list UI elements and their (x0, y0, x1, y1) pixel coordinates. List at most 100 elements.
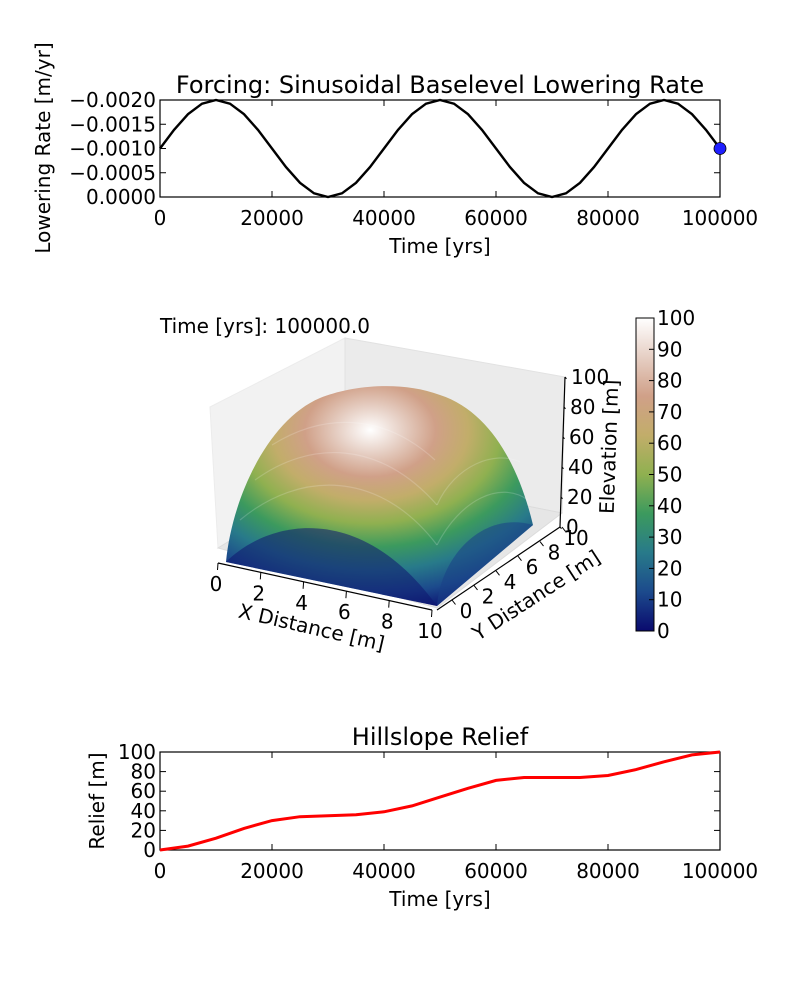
axis-tick-mark (561, 466, 564, 470)
axis-tick-mark (431, 609, 433, 618)
colorbar-tick-label: 20 (657, 556, 682, 580)
time-annotation: Time [yrs]: 100000.0 (159, 314, 370, 338)
colorbar-tick-label: 90 (657, 337, 682, 361)
axis-tick-label: 2 (252, 581, 265, 605)
axis-tick-label: 8 (548, 541, 561, 565)
axis-tick-label: 0 (210, 572, 223, 596)
x-tick-label: 80000 (576, 206, 640, 230)
y-tick-label: 60 (131, 779, 156, 803)
y-tick-label: −0.0010 (69, 137, 156, 161)
y-tick-label: −0.0020 (69, 88, 156, 112)
axis-tick-mark (217, 562, 219, 571)
forcing-title: Forcing: Sinusoidal Baselevel Lowering R… (176, 71, 704, 99)
forcing-line (159, 98, 721, 199)
axis-tick-label: 4 (504, 570, 517, 594)
axis-tick-mark (345, 591, 347, 599)
surface-contour-bands (239, 421, 529, 546)
y-tick-label: 20 (131, 818, 156, 842)
y-tick-label: 0.0000 (86, 185, 156, 209)
y-tick-label: 100 (118, 740, 156, 764)
colorbar-ticks: 0 10 20 30 40 50 60 70 80 90 100 (649, 306, 695, 643)
axis-tick-mark (451, 599, 456, 605)
x-tick-label: 40000 (352, 206, 416, 230)
z-axis-label: Elevation [m] (595, 379, 624, 514)
x-tick-label: 0 (154, 859, 167, 883)
colorbar-tick-label: 40 (657, 494, 682, 518)
y-axis-line (436, 526, 561, 611)
axis-tick-label: 4 (295, 591, 308, 615)
surface-front-left-face (226, 528, 437, 606)
y-tick-label: 40 (131, 799, 156, 823)
x-tick-label: 80000 (576, 859, 640, 883)
axis-tick-label: 8 (381, 610, 394, 634)
axis-tick-label: 0 (566, 515, 579, 539)
colorbar-tick-label: 80 (657, 369, 682, 393)
axis-tick-label: 6 (526, 555, 539, 579)
relief-x-ticks: 0 20000 40000 60000 80000 100000 (154, 752, 758, 883)
axis-tick-label: 60 (569, 425, 594, 449)
relief-plot-frame (159, 751, 721, 851)
forcing-panel: Forcing: Sinusoidal Baselevel Lowering R… (31, 42, 758, 258)
axis-tick-mark (495, 570, 500, 576)
axis-tick-label: 6 (338, 600, 351, 624)
forcing-x-ticks: 0 20000 40000 60000 80000 100000 (154, 100, 758, 230)
axis-tick-label: 2 (482, 584, 495, 608)
x-tick-label: 0 (154, 206, 167, 230)
axis-tick-mark (388, 600, 390, 608)
x-tick-label: 60000 (464, 206, 528, 230)
relief-x-label: Time [yrs] (388, 887, 490, 911)
x-tick-label: 20000 (240, 206, 304, 230)
axis-tick-label: 100 (571, 365, 609, 389)
axis-tick-mark (563, 406, 566, 410)
y-tick-label: −0.0005 (69, 161, 156, 185)
axis-tick-label: 0 (460, 599, 473, 623)
x-axis-ticks: 0 2 4 6 8 10 (210, 562, 443, 643)
y-tick-label: −0.0015 (69, 112, 156, 136)
colorbar-tick-label: 30 (657, 525, 682, 549)
colorbar-tick-label: 70 (657, 400, 682, 424)
axis-tick-mark (259, 572, 262, 580)
axis-tick-mark (302, 581, 305, 589)
axis-tick-label: 10 (563, 526, 588, 550)
axis-tick-mark (564, 376, 567, 380)
colorbar-tick-label: 100 (657, 306, 695, 330)
x-tick-label: 20000 (240, 859, 304, 883)
relief-y-label: Relief [m] (85, 752, 109, 849)
axis-tick-label: 10 (417, 619, 442, 643)
colorbar-tick-label: 0 (657, 619, 670, 643)
axis-tick-mark (560, 496, 563, 500)
colorbar-tick-label: 60 (657, 431, 682, 455)
x-tick-label: 100000 (682, 206, 758, 230)
y-tick-label: 0 (143, 838, 156, 862)
colorbar-tick-label: 50 (657, 463, 682, 487)
x-axis-line (217, 562, 433, 611)
axis-tick-label: 20 (567, 485, 592, 509)
x-tick-label: 40000 (352, 859, 416, 883)
x-tick-label: 100000 (682, 859, 758, 883)
axis-tick-mark (517, 555, 522, 562)
forcing-y-label: Lowering Rate [m/yr] (31, 42, 55, 253)
forcing-current-marker (713, 142, 727, 155)
z-axis-ticks: 0 20 40 60 80 100 (559, 365, 609, 539)
axis-tick-mark (539, 541, 544, 547)
axis-tick-mark (559, 526, 562, 530)
axis-tick-mark (473, 585, 478, 591)
relief-title: Hillslope Relief (352, 723, 529, 751)
axis-tick-mark (561, 526, 566, 532)
relief-panel: Hillslope Relief 0 20000 40000 60000 80000 10… (85, 723, 758, 911)
y-tick-label: 80 (131, 760, 156, 784)
axis-tick-label: 80 (570, 395, 595, 419)
x-tick-label: 60000 (464, 859, 528, 883)
forcing-x-label: Time [yrs] (388, 234, 490, 258)
surface-front-right-face (437, 522, 533, 606)
x-axis-label: X Distance [m] (236, 599, 387, 656)
axis-tick-label: 40 (568, 455, 593, 479)
colorbar-tick-label: 10 (657, 588, 682, 612)
axis-tick-mark (562, 436, 565, 440)
relief-line (159, 750, 721, 852)
